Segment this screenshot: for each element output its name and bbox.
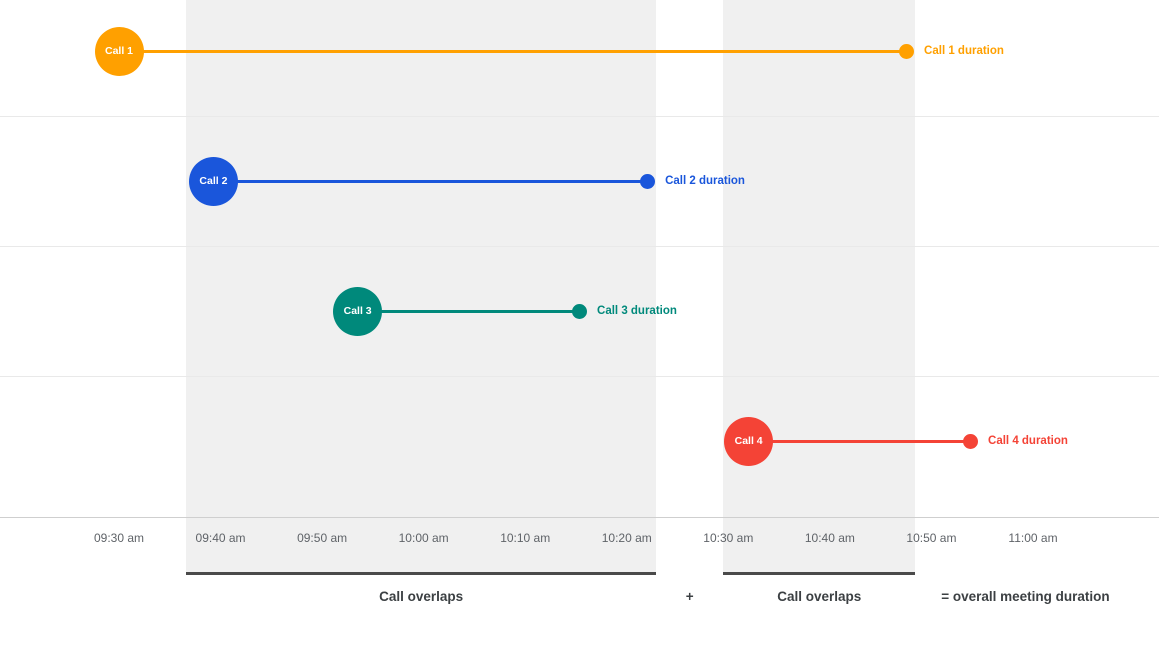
- call-duration-label: Call 4 duration: [988, 435, 1068, 447]
- call-end-marker: [639, 173, 655, 189]
- call-start-marker: Call 2: [188, 156, 238, 206]
- x-axis-tick-label: 09:40 am: [195, 531, 246, 545]
- x-axis-tick-label: 10:50 am: [906, 531, 957, 545]
- call-duration-label: Call 1 duration: [924, 45, 1004, 57]
- footer-equals: = overall meeting duration: [941, 589, 1110, 604]
- x-axis-tick-label: 10:20 am: [601, 531, 652, 545]
- call-duration-line: [748, 439, 971, 443]
- x-axis-tick-label: 09:50 am: [297, 531, 348, 545]
- call-end-marker: [898, 43, 914, 59]
- call-end-marker: [962, 433, 978, 449]
- x-axis-tick-label: 10:10 am: [500, 531, 551, 545]
- row-gridline: [0, 246, 1159, 247]
- call-start-marker: Call 3: [333, 286, 383, 336]
- call-start-marker: Call 1: [94, 26, 144, 76]
- call-duration-label: Call 2 duration: [665, 175, 745, 187]
- call-start-marker: Call 4: [724, 416, 774, 466]
- overlap-region: [186, 0, 657, 575]
- call-end-marker: [571, 303, 587, 319]
- x-axis-line: [0, 517, 1159, 518]
- footer-plus: +: [685, 589, 694, 604]
- call-duration-line: [119, 49, 907, 53]
- row-gridline: [0, 116, 1159, 117]
- overlap-region: [723, 0, 916, 575]
- x-axis-tick-label: 09:30 am: [93, 531, 145, 545]
- row-gridline: [0, 376, 1159, 377]
- x-axis-tick-label: 10:00 am: [398, 531, 449, 545]
- overlap-region-label: Call overlaps: [777, 589, 862, 604]
- x-axis-tick-label: 10:30 am: [703, 531, 754, 545]
- overlap-region-label: Call overlaps: [379, 589, 464, 604]
- call-duration-line: [357, 309, 580, 313]
- x-axis-tick-label: 10:40 am: [804, 531, 855, 545]
- call-duration-line: [213, 179, 648, 183]
- call-duration-label: Call 3 duration: [597, 305, 677, 317]
- x-axis-tick-label: 11:00 am: [1008, 531, 1058, 545]
